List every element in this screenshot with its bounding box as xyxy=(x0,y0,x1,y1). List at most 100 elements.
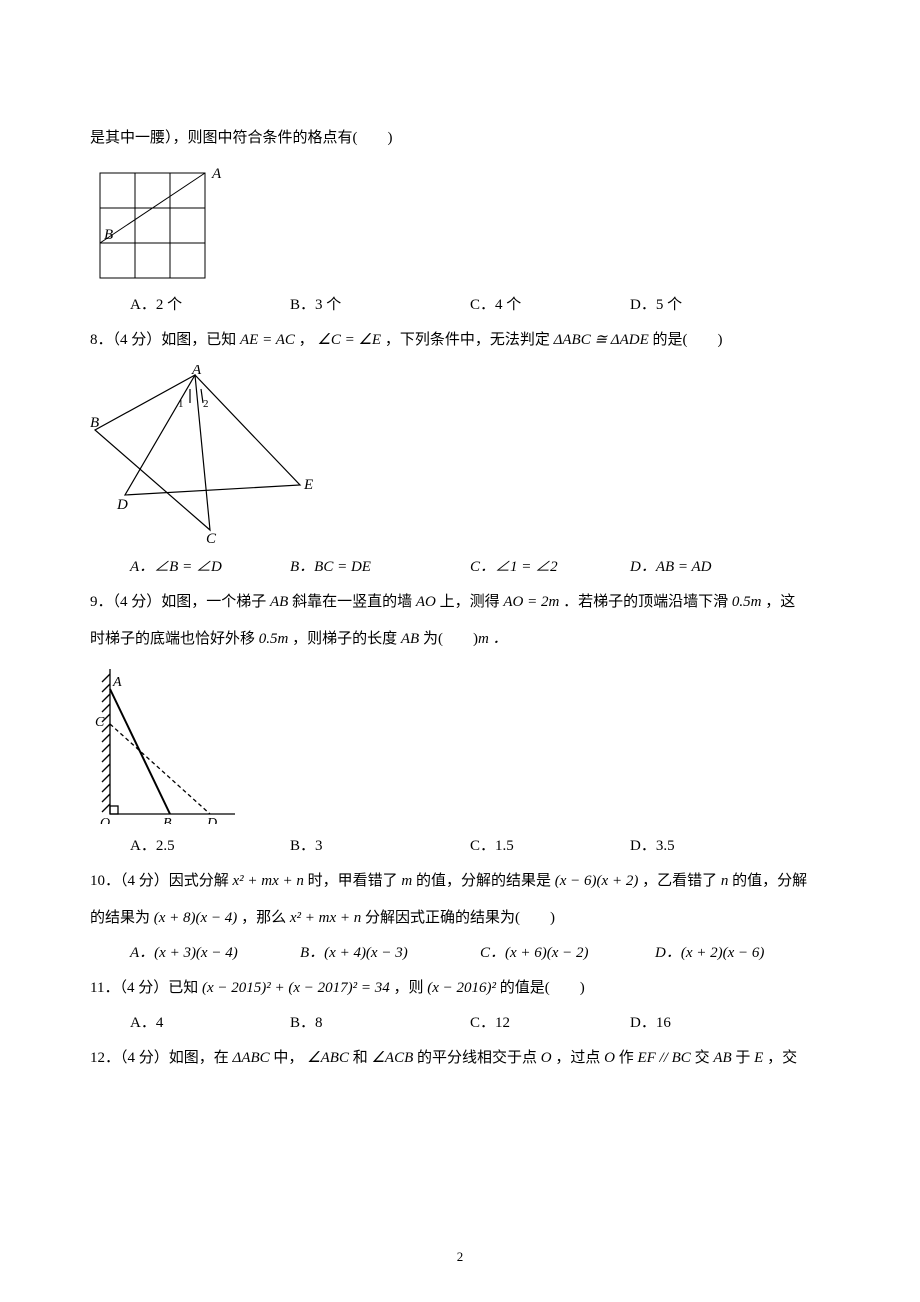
q12-e: 和 xyxy=(349,1050,372,1066)
svg-text:C: C xyxy=(206,531,217,545)
q10-d: m xyxy=(401,873,412,889)
q9-l2d: 为( ) xyxy=(419,631,478,647)
svg-text:B: B xyxy=(163,816,172,824)
q8-s1: 8．（4 分）如图，已知 xyxy=(90,332,240,348)
q11-a: 11．（4 分）已知 xyxy=(90,980,202,996)
q8-rel1: AE = AC xyxy=(240,332,295,348)
q9-s7: 0.5m xyxy=(732,594,762,610)
q8-m1: ， xyxy=(295,332,318,348)
q8-m2: ，下列条件中，无法判定 xyxy=(381,332,554,348)
svg-text:O: O xyxy=(100,816,110,824)
q12-l: EF // BC xyxy=(637,1050,690,1066)
q10-g: ，乙看错了 xyxy=(638,873,721,889)
q7-tail: 是其中一腰），则图中符合条件的格点有( ) xyxy=(90,120,830,157)
q9-l2a: 0.5m xyxy=(259,631,289,647)
q7-options: A．2 个 B．3 个 C．4 个 D．5 个 xyxy=(90,289,830,322)
q9-p1: 9．（4 分）如图，一个梯子 xyxy=(90,594,270,610)
q10-2e: 分解因式正确的结果为( ) xyxy=(361,910,555,926)
q9-s2: 斜靠在一竖直的墙 xyxy=(288,594,416,610)
svg-text:A: A xyxy=(112,675,122,690)
q9-l2pre: 时梯子的底端也恰好外移 xyxy=(90,631,259,647)
q11-e: 的值是( ) xyxy=(496,980,585,996)
q10-i: 的值，分解 xyxy=(728,873,807,889)
q12-o: 于 xyxy=(732,1050,755,1066)
q12-i: ，过点 xyxy=(552,1050,605,1066)
q9-l2c: AB xyxy=(401,631,419,647)
q9-s4: 上，测得 xyxy=(436,594,504,610)
q10-2a: 的结果为 xyxy=(90,910,154,926)
svg-text:2: 2 xyxy=(203,398,209,410)
q8-rel3: ΔABC ≅ ΔADE xyxy=(554,332,649,348)
svg-text:B: B xyxy=(104,227,113,243)
q11-c: ，则 xyxy=(390,980,428,996)
q12-p: E xyxy=(754,1050,763,1066)
q9-l2e: m ． xyxy=(478,631,508,647)
q9-s1: AB xyxy=(270,594,288,610)
q7-opt-a: A．2 个 xyxy=(130,289,290,322)
q10-b: x² + mx + n xyxy=(233,873,304,889)
q12-j: O xyxy=(604,1050,615,1066)
q12-line1: 12．（4 分）如图，在 ΔABC 中， ∠ABC 和 ∠ACB 的平分线相交于… xyxy=(90,1040,830,1077)
q9-opt-d: D．3.5 xyxy=(630,830,770,863)
q9-opt-a: A．2.5 xyxy=(130,830,290,863)
q10-2b: (x + 8)(x − 4) xyxy=(154,910,238,926)
svg-text:E: E xyxy=(303,477,313,493)
q9-stem2: 时梯子的底端也恰好外移 0.5m ，则梯子的长度 AB 为( )m ． xyxy=(90,621,830,658)
page-number: 2 xyxy=(0,1243,920,1272)
q12-b: ΔABC xyxy=(233,1050,270,1066)
q10-c: 时，甲看错了 xyxy=(304,873,402,889)
q8-opt-d: D．AB = AD xyxy=(630,551,770,584)
q10-a: 10．（4 分）因式分解 xyxy=(90,873,233,889)
q10-f: (x − 6)(x + 2) xyxy=(555,873,639,889)
q9-figure: A C O B D xyxy=(90,664,830,824)
q12-f: ∠ACB xyxy=(371,1050,413,1066)
q11-options: A．4 B．8 C．12 D．16 xyxy=(90,1007,830,1040)
q7-opt-d: D．5 个 xyxy=(630,289,770,322)
q11-opt-d: D．16 xyxy=(630,1007,770,1040)
q11-d: (x − 2016)² xyxy=(427,980,496,996)
q12-a: 12．（4 分）如图，在 xyxy=(90,1050,233,1066)
q9-stem1: 9．（4 分）如图，一个梯子 AB 斜靠在一竖直的墙 AO 上，测得 AO = … xyxy=(90,584,830,621)
q8-options: A．∠B = ∠D B．BC = DE C．∠1 = ∠2 D．AB = AD xyxy=(90,551,830,584)
q12-d: ∠ABC xyxy=(307,1050,349,1066)
q8-opt-a: A．∠B = ∠D xyxy=(130,551,290,584)
q9-options: A．2.5 B．3 C．1.5 D．3.5 xyxy=(90,830,830,863)
q12-q: ，交 xyxy=(763,1050,797,1066)
svg-text:D: D xyxy=(206,816,217,824)
q12-c: 中， xyxy=(270,1050,308,1066)
q9-s8: ，这 xyxy=(761,594,795,610)
q10-opt-a: A．(x + 3)(x − 4) xyxy=(130,937,300,970)
q9-s5: AO = 2m xyxy=(503,594,559,610)
q10-opt-c: C．(x + 6)(x − 2) xyxy=(480,937,655,970)
q7-figure: A B xyxy=(90,163,830,283)
q8-tail: 的是( ) xyxy=(649,332,723,348)
q10-e: 的值，分解的结果是 xyxy=(412,873,555,889)
q8-rel2: ∠C = ∠E xyxy=(317,332,381,348)
q11-opt-c: C．12 xyxy=(470,1007,630,1040)
q10-2c: ，那么 xyxy=(237,910,290,926)
q12-k: 作 xyxy=(615,1050,638,1066)
q11-b: (x − 2015)² + (x − 2017)² = 34 xyxy=(202,980,390,996)
svg-text:D: D xyxy=(116,497,128,513)
svg-text:A: A xyxy=(191,365,202,378)
q7-opt-c: C．4 个 xyxy=(470,289,630,322)
q11-opt-b: B．8 xyxy=(290,1007,470,1040)
q10-opt-b: B．(x + 4)(x − 3) xyxy=(300,937,480,970)
q8-opt-c: C．∠1 = ∠2 xyxy=(470,551,630,584)
q10-opt-d: D．(x + 2)(x − 6) xyxy=(655,937,805,970)
q10-line2: 的结果为 (x + 8)(x − 4) ，那么 x² + mx + n 分解因式… xyxy=(90,900,830,937)
q8-stem: 8．（4 分）如图，已知 AE = AC ， ∠C = ∠E ，下列条件中，无法… xyxy=(90,322,830,359)
q10-line1: 10．（4 分）因式分解 x² + mx + n 时，甲看错了 m 的值，分解的… xyxy=(90,863,830,900)
svg-text:B: B xyxy=(90,415,99,431)
q8-figure: A B C D E 1 2 xyxy=(90,365,830,545)
svg-text:1: 1 xyxy=(178,398,184,410)
q9-s6: ．若梯子的顶端沿墙下滑 xyxy=(559,594,732,610)
q10-options: A．(x + 3)(x − 4) B．(x + 4)(x − 3) C．(x +… xyxy=(90,937,830,970)
q9-l2b: ，则梯子的长度 xyxy=(288,631,401,647)
q9-s3: AO xyxy=(416,594,436,610)
q11-opt-a: A．4 xyxy=(130,1007,290,1040)
q11-line1: 11．（4 分）已知 (x − 2015)² + (x − 2017)² = 3… xyxy=(90,970,830,1007)
q7-opt-b: B．3 个 xyxy=(290,289,470,322)
q12-m: 交 xyxy=(691,1050,714,1066)
q12-h: O xyxy=(541,1050,552,1066)
